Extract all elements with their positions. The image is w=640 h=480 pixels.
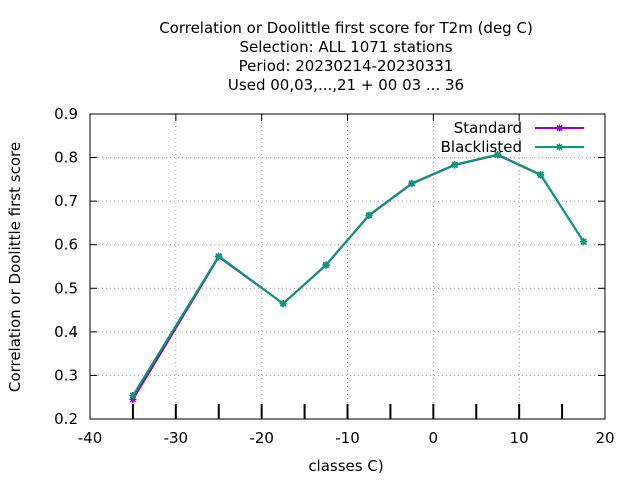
chart-title-line-3: Period: 20230214-20230331 (239, 57, 454, 75)
legend-item-blacklisted: Blacklisted (441, 138, 584, 156)
data-point (215, 252, 223, 260)
legend-marker (556, 124, 563, 132)
data-point (408, 179, 416, 187)
legend-label: Blacklisted (441, 138, 522, 156)
x-tick-label: 0 (429, 429, 439, 447)
data-point (279, 300, 287, 308)
y-tick-label: 0.4 (54, 323, 78, 341)
x-tick-label: -30 (164, 429, 189, 447)
y-axis-label: Correlation or Doolittle first score (6, 142, 24, 392)
data-point (322, 261, 330, 269)
data-point (537, 171, 545, 179)
chart-title-line-2: Selection: ALL 1071 stations (239, 38, 452, 56)
axis-ticks (89, 113, 606, 420)
data-point (365, 211, 373, 219)
x-tick-label: 20 (595, 429, 614, 447)
bottom-bars (131, 404, 564, 419)
y-tick-label: 0.6 (54, 236, 78, 254)
x-axis-tick-labels: -40 -30 -20 -10 0 10 20 (78, 429, 615, 447)
series-line (132, 153, 585, 396)
series-line (132, 153, 585, 400)
y-tick-label: 0.2 (54, 410, 78, 428)
data-series (129, 151, 588, 403)
data-point (494, 151, 502, 159)
chart-title-line-1: Correlation or Doolittle first score for… (159, 19, 533, 37)
chart-title: Correlation or Doolittle first score for… (159, 19, 533, 94)
data-point (580, 238, 588, 246)
y-tick-label: 0.8 (54, 149, 78, 167)
series-standard (129, 151, 588, 403)
legend-item-standard: Standard (454, 119, 584, 137)
series-blacklisted (129, 151, 588, 399)
data-point (451, 161, 459, 169)
legend-label: Standard (454, 119, 522, 137)
y-tick-label: 0.5 (54, 279, 78, 297)
y-tick-label: 0.3 (54, 366, 78, 384)
y-tick-label: 0.7 (54, 192, 78, 210)
x-tick-label: -10 (335, 429, 360, 447)
x-axis-label: classes C) (308, 457, 383, 475)
x-tick-label: 10 (510, 429, 529, 447)
x-tick-label: -40 (78, 429, 103, 447)
y-axis-tick-labels: 0.2 0.3 0.4 0.5 0.6 0.7 0.8 0.9 (54, 105, 78, 428)
grid-lines (90, 114, 605, 419)
data-point (129, 391, 137, 399)
x-tick-label: -20 (249, 429, 274, 447)
y-tick-label: 0.9 (54, 105, 78, 123)
chart-title-line-4: Used 00,03,...,21 + 00 03 ... 36 (228, 76, 464, 94)
legend-marker (556, 143, 563, 151)
